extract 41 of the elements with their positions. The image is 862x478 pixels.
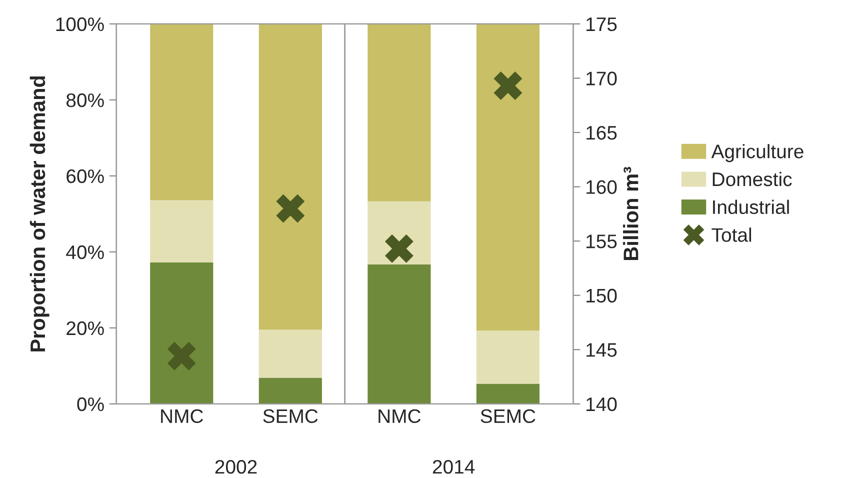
legend-label: Industrial bbox=[713, 200, 789, 214]
point bbox=[384, 234, 414, 263]
legend-label: Agriculture bbox=[711, 144, 804, 162]
y2-tick-label: 150 bbox=[586, 288, 617, 303]
x-tick-label: SEMC bbox=[480, 409, 536, 424]
text: 2014 bbox=[432, 460, 475, 474]
bar bbox=[476, 330, 540, 384]
y-tick-label: 40% bbox=[66, 245, 104, 260]
x-tick-label: SEMC bbox=[263, 409, 318, 424]
y-tick-label: 80% bbox=[66, 93, 104, 108]
bar bbox=[258, 378, 322, 404]
legend-label: Total bbox=[712, 228, 752, 242]
y2-tick-label: 165 bbox=[586, 126, 617, 140]
legend-label: Domestic bbox=[712, 172, 792, 186]
y-axis-title: Proportion of water demand bbox=[30, 76, 50, 352]
bar bbox=[476, 384, 540, 404]
bar bbox=[368, 264, 431, 404]
y-tick-label: 20% bbox=[66, 321, 104, 336]
point bbox=[276, 194, 305, 223]
y-tick-label: 100% bbox=[56, 17, 104, 32]
y2-tick-label: 175 bbox=[586, 18, 617, 32]
y2-tick-label: 145 bbox=[586, 343, 617, 357]
bar bbox=[476, 24, 540, 331]
text: 2002 bbox=[215, 460, 257, 474]
y-tick-label: 0% bbox=[77, 397, 104, 412]
point bbox=[167, 342, 196, 370]
bar bbox=[258, 24, 322, 330]
point bbox=[494, 72, 522, 100]
y2-tick-label: 155 bbox=[586, 234, 617, 248]
y2-tick-label: 160 bbox=[586, 180, 617, 194]
y-tick-label: 60% bbox=[66, 169, 104, 184]
bar bbox=[368, 24, 431, 202]
x-tick-label: NMC bbox=[378, 409, 421, 424]
y2-axis-title: Billion m³ bbox=[623, 166, 638, 260]
bar bbox=[150, 262, 214, 404]
bar bbox=[150, 200, 214, 263]
y2-tick-label: 140 bbox=[586, 397, 617, 412]
x-tick-label: NMC bbox=[161, 409, 204, 424]
y2-tick-label: 170 bbox=[586, 72, 617, 86]
bar bbox=[258, 330, 322, 378]
bar bbox=[150, 24, 214, 200]
